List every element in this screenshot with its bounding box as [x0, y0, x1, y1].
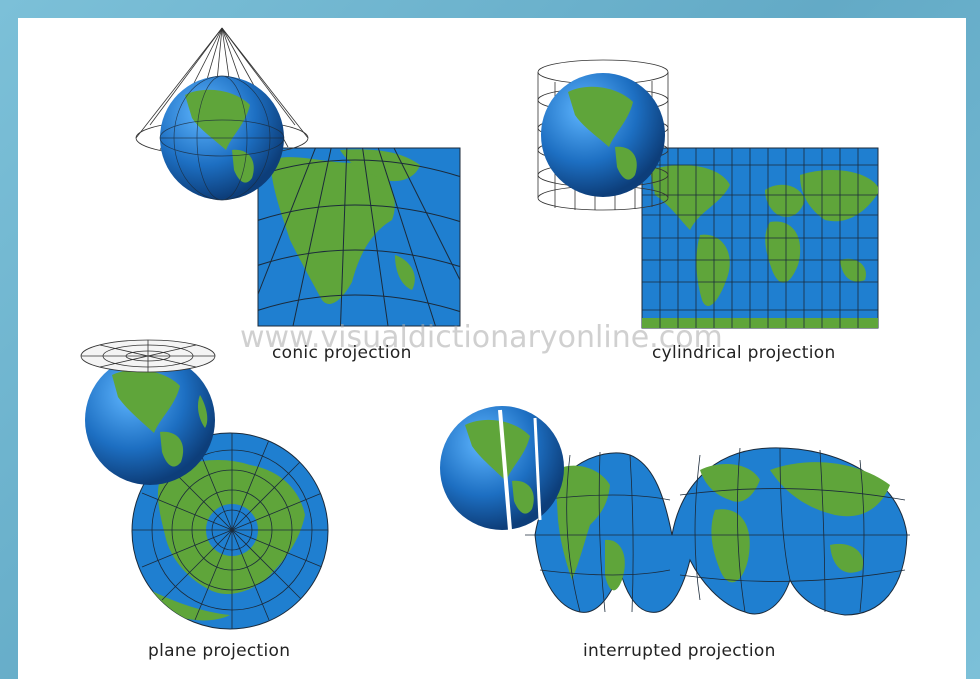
- plane-projection-label: plane projection: [148, 641, 291, 661]
- plane-projection-illustration: [80, 339, 329, 630]
- conic-projection-illustration: [135, 27, 461, 327]
- cylindrical-globe: [541, 73, 665, 197]
- conic-projection-label: conic projection: [272, 343, 412, 363]
- conic-map: [257, 147, 461, 327]
- cylindrical-projection-label: cylindrical projection: [652, 343, 836, 363]
- plane-map: [131, 432, 329, 630]
- interrupted-globe: [440, 406, 564, 531]
- conic-globe: [159, 75, 285, 201]
- interrupted-projection-illustration: [440, 406, 910, 616]
- plane-disc-wireframe: [80, 339, 216, 373]
- cylindrical-projection-illustration: [537, 59, 879, 329]
- interrupted-map: [525, 447, 910, 616]
- interrupted-projection-label: interrupted projection: [583, 641, 776, 661]
- plane-globe: [85, 355, 215, 485]
- watermark-text: www.visualdictionaryonline.com: [240, 320, 723, 355]
- cylindrical-map: [641, 147, 879, 329]
